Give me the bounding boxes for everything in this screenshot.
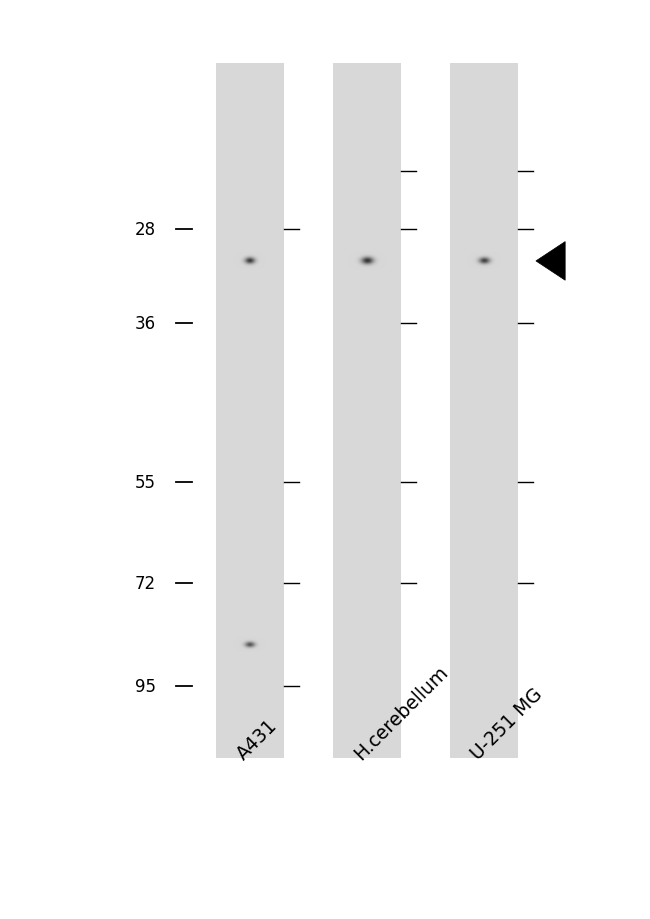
Text: 28: 28: [135, 221, 156, 239]
Text: 55: 55: [135, 473, 156, 492]
Text: 72: 72: [135, 574, 156, 592]
Text: H.cerebellum: H.cerebellum: [350, 662, 452, 763]
Text: U-251 MG: U-251 MG: [467, 684, 547, 763]
Text: 95: 95: [135, 677, 156, 696]
Text: 36: 36: [135, 314, 156, 333]
Polygon shape: [536, 243, 566, 281]
Bar: [450, 64, 519, 758]
Text: A431: A431: [233, 715, 281, 763]
Bar: [216, 64, 285, 758]
Bar: [333, 64, 401, 758]
